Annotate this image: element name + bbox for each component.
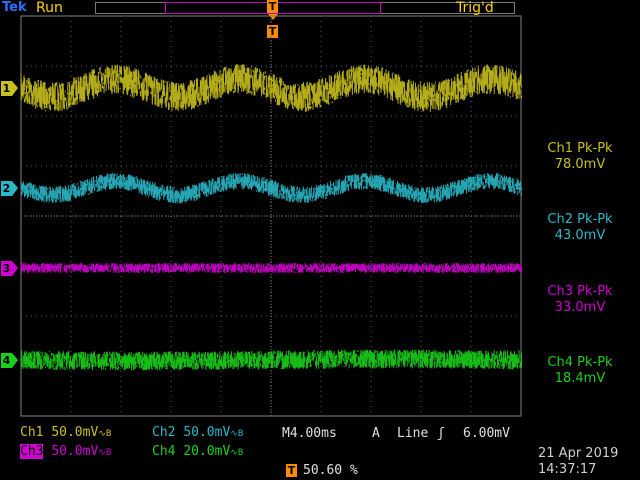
timebase-readout[interactable]: M4.00ms bbox=[282, 426, 337, 441]
trigger-arrow-icon bbox=[268, 14, 278, 20]
trigger-time-marker-icon: T bbox=[267, 25, 278, 38]
waveform-graticule bbox=[20, 15, 522, 417]
ch4-scale: 20.0mV bbox=[183, 444, 231, 459]
ch2-ground-marker[interactable]: 2 bbox=[1, 181, 18, 196]
ch4-marker-arrow-icon bbox=[12, 353, 18, 368]
ch3-name: Ch3 bbox=[20, 444, 44, 459]
ch3-ground-marker[interactable]: 3 bbox=[1, 261, 18, 276]
trigger-coupling: Line bbox=[397, 426, 429, 441]
ch1-meas-label: Ch1 Pk-Pk bbox=[547, 141, 613, 156]
trigger-status: Trig'd bbox=[456, 0, 494, 16]
ch4-scale-readout[interactable]: Ch4 20.0mV∿B bbox=[150, 444, 245, 460]
ch2-measurement: Ch2 Pk-Pk 43.0mV bbox=[520, 212, 640, 244]
brand-logo: Tek bbox=[2, 0, 27, 15]
ch1-trace bbox=[20, 64, 522, 113]
horizontal-position-icon: T bbox=[286, 464, 297, 477]
ch3-meas-label: Ch3 Pk-Pk bbox=[547, 284, 613, 299]
ch2-marker-arrow-icon bbox=[12, 181, 18, 196]
trigger-level[interactable]: 6.00mV bbox=[463, 426, 510, 441]
ch1-ground-marker[interactable]: 1 bbox=[1, 81, 18, 96]
ch1-name: Ch1 bbox=[20, 425, 44, 440]
ch1-meas-value: 78.0mV bbox=[554, 157, 606, 172]
ch4-ground-marker[interactable]: 4 bbox=[1, 353, 18, 368]
ch1-scale-readout[interactable]: Ch1 50.0mV∿B bbox=[18, 425, 113, 441]
ch2-scale: 50.0mV bbox=[183, 425, 231, 440]
time-readout: 14:37:17 bbox=[538, 462, 597, 477]
ch2-coupling-icon: ∿B bbox=[230, 429, 244, 439]
ch1-measurement: Ch1 Pk-Pk 78.0mV bbox=[520, 141, 640, 173]
ch3-trace bbox=[20, 262, 522, 274]
ch4-meas-value: 18.4mV bbox=[554, 371, 606, 386]
ch4-name: Ch4 bbox=[152, 444, 176, 459]
ch2-scale-readout[interactable]: Ch2 50.0mV∿B bbox=[150, 425, 245, 441]
ch3-meas-value: 33.0mV bbox=[554, 300, 606, 315]
ch2-trace bbox=[20, 172, 522, 204]
ch1-marker-arrow-icon bbox=[12, 81, 18, 96]
ch3-measurement: Ch3 Pk-Pk 33.0mV bbox=[520, 284, 640, 316]
ch4-trace bbox=[20, 349, 522, 371]
ch3-coupling-icon: ∿B bbox=[98, 448, 112, 458]
horizontal-position[interactable]: 50.60 % bbox=[303, 463, 358, 478]
ch4-meas-label: Ch4 Pk-Pk bbox=[547, 355, 613, 370]
ch3-scale-readout[interactable]: Ch3 50.0mV∿B bbox=[18, 444, 113, 460]
ch1-scale: 50.0mV bbox=[51, 425, 99, 440]
ch2-meas-value: 43.0mV bbox=[554, 228, 606, 243]
acquisition-status: Run bbox=[36, 0, 63, 16]
ch2-name: Ch2 bbox=[152, 425, 176, 440]
date-readout: 21 Apr 2019 bbox=[538, 446, 619, 461]
trigger-slope-icon: ʃ bbox=[437, 426, 445, 441]
ch2-meas-label: Ch2 Pk-Pk bbox=[547, 212, 613, 227]
trigger-position-icon: T bbox=[267, 0, 278, 13]
ch3-scale: 50.0mV bbox=[51, 444, 99, 459]
trigger-source: A bbox=[372, 426, 380, 441]
ch1-coupling-icon: ∿B bbox=[98, 429, 112, 439]
ch3-marker-arrow-icon bbox=[12, 261, 18, 276]
ch4-coupling-icon: ∿B bbox=[230, 448, 244, 458]
ch4-measurement: Ch4 Pk-Pk 18.4mV bbox=[520, 355, 640, 387]
